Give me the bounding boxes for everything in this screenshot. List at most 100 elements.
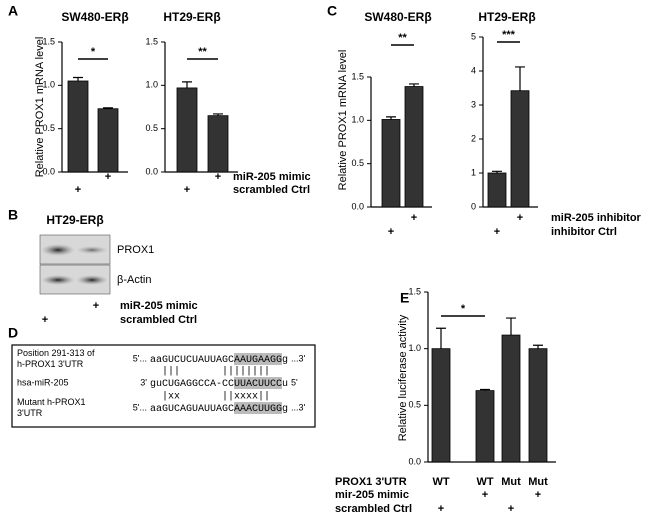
condition-mark: + [184, 184, 190, 196]
sequence-end: ...3' [291, 402, 306, 412]
sequence-part: AAUGAAGG [234, 355, 282, 366]
panel-letter: D [8, 325, 18, 341]
y-tick-label: 0.0 [145, 166, 158, 176]
bar [97, 108, 119, 173]
condition-label: inhibitor Ctrl [551, 226, 617, 238]
y-tick-label: 2 [471, 133, 476, 143]
bar [528, 348, 548, 463]
y-tick-label: 1.0 [145, 80, 158, 90]
sequence: aaGUCUCUAUUAGCAAUGAAGGg [150, 355, 288, 366]
bar [501, 334, 521, 463]
x-tick-label: WT [432, 476, 449, 488]
error-bar [409, 83, 419, 87]
y-tick-label: 1.0 [42, 80, 55, 90]
sequence: aaGUCAGUAUUAGCAAACUUGGg [150, 404, 288, 415]
condition-mark: + [388, 226, 394, 238]
y-axis-label: Relative PROX1 mRNA level [337, 50, 349, 191]
y-tick-label: 0.5 [42, 123, 55, 133]
condition-label: miR-205 mimic [120, 300, 198, 312]
bar [487, 172, 507, 208]
bar [207, 115, 229, 173]
error-bar [182, 81, 192, 88]
chart-title: SW480-ERβ [364, 10, 431, 24]
chart-title: HT29-ERβ [163, 10, 220, 24]
y-tick-label: 0.0 [408, 456, 421, 466]
error-bar [515, 66, 525, 91]
bar [67, 80, 89, 173]
condition-mark: + [105, 171, 111, 183]
condition-label: mir-205 mimic [335, 489, 409, 501]
sequence-part: guCUGAGGCCA-CC [150, 379, 234, 390]
sequence-start: 3' [140, 377, 147, 387]
y-tick-label: 0.5 [351, 158, 364, 168]
error-bar [436, 327, 446, 349]
band-label: β-Actin [117, 274, 151, 286]
condition-mark: + [411, 212, 417, 224]
y-tick-label: 4 [471, 65, 476, 75]
sequence-part: UUACUUCC [234, 379, 282, 390]
sequence-box [11, 344, 316, 428]
y-tick-label: 1.0 [351, 115, 364, 125]
bar [431, 348, 451, 463]
sequence-label: 3'UTR [17, 408, 43, 418]
y-tick-label: 0.5 [145, 123, 158, 133]
sequence-label: h-PROX1 3'UTR [17, 359, 84, 369]
x-tick-label: WT [476, 476, 493, 488]
panel-letter: E [400, 290, 409, 306]
pairing: ||| |||||||| [150, 366, 282, 378]
sequence-end: 5' [291, 377, 298, 387]
y-tick-label: 1.5 [145, 36, 158, 46]
y-tick-label: 1.5 [408, 286, 421, 296]
significance-label: * [461, 303, 466, 315]
blot-band [76, 275, 108, 285]
blot-title: HT29-ERβ [46, 213, 103, 227]
condition-mark: + [438, 503, 444, 515]
sequence-part: u [282, 379, 288, 390]
condition-mark: + [517, 212, 523, 224]
panel-letter: C [327, 3, 337, 19]
sequence-end: ...3' [291, 353, 306, 363]
condition-label: scrambled Ctrl [233, 184, 310, 196]
sequence-start: 5'... [133, 353, 147, 363]
sequence-part: aaGUCAGUAUUAGC [150, 404, 234, 415]
significance-label: *** [502, 29, 516, 41]
bar [510, 90, 530, 208]
condition-mark: + [93, 300, 99, 312]
y-tick-label: 1.0 [408, 343, 421, 353]
y-tick-label: 3 [471, 99, 476, 109]
sequence-part: g [282, 404, 288, 415]
y-tick-label: 1 [471, 167, 476, 177]
seed-highlight [234, 353, 282, 365]
significance-label: ** [398, 32, 407, 44]
y-axis-label: Relative PROX1 mRNA level [34, 37, 46, 178]
panel-letter: A [8, 3, 18, 19]
condition-label: miR-205 inhibitor [551, 212, 642, 224]
condition-label: scrambled Ctrl [120, 314, 197, 326]
error-bar [506, 317, 516, 336]
seed-highlight [234, 377, 282, 389]
condition-mark: + [482, 489, 488, 501]
blot-band [76, 246, 108, 254]
y-tick-label: 0.0 [42, 166, 55, 176]
condition-label: miR-205 mimic [233, 171, 311, 183]
y-tick-label: 5 [471, 31, 476, 41]
significance-label: * [91, 46, 96, 58]
sequence-label: hsa-miR-205 [17, 377, 69, 387]
condition-mark: + [75, 184, 81, 196]
seed-highlight [234, 402, 282, 414]
y-axis-label: Relative luciferase activity [397, 314, 409, 441]
error-bar [386, 116, 396, 120]
x-axis-label: PROX1 3'UTR [335, 476, 407, 488]
condition-mark: + [508, 503, 514, 515]
error-bar [533, 344, 543, 349]
sequence-label: Mutant h-PROX1 [17, 397, 86, 407]
condition-label: scrambled Ctrl [335, 503, 412, 515]
y-tick-label: 0.0 [351, 201, 364, 211]
error-bar [103, 107, 113, 109]
sequence-part: g [282, 355, 288, 366]
sequence: guCUGAGGCCA-CCUUACUUCCu [150, 379, 288, 390]
condition-mark: + [535, 489, 541, 501]
panel-letter: B [8, 207, 18, 223]
sequence-start: 5'... [133, 402, 147, 412]
